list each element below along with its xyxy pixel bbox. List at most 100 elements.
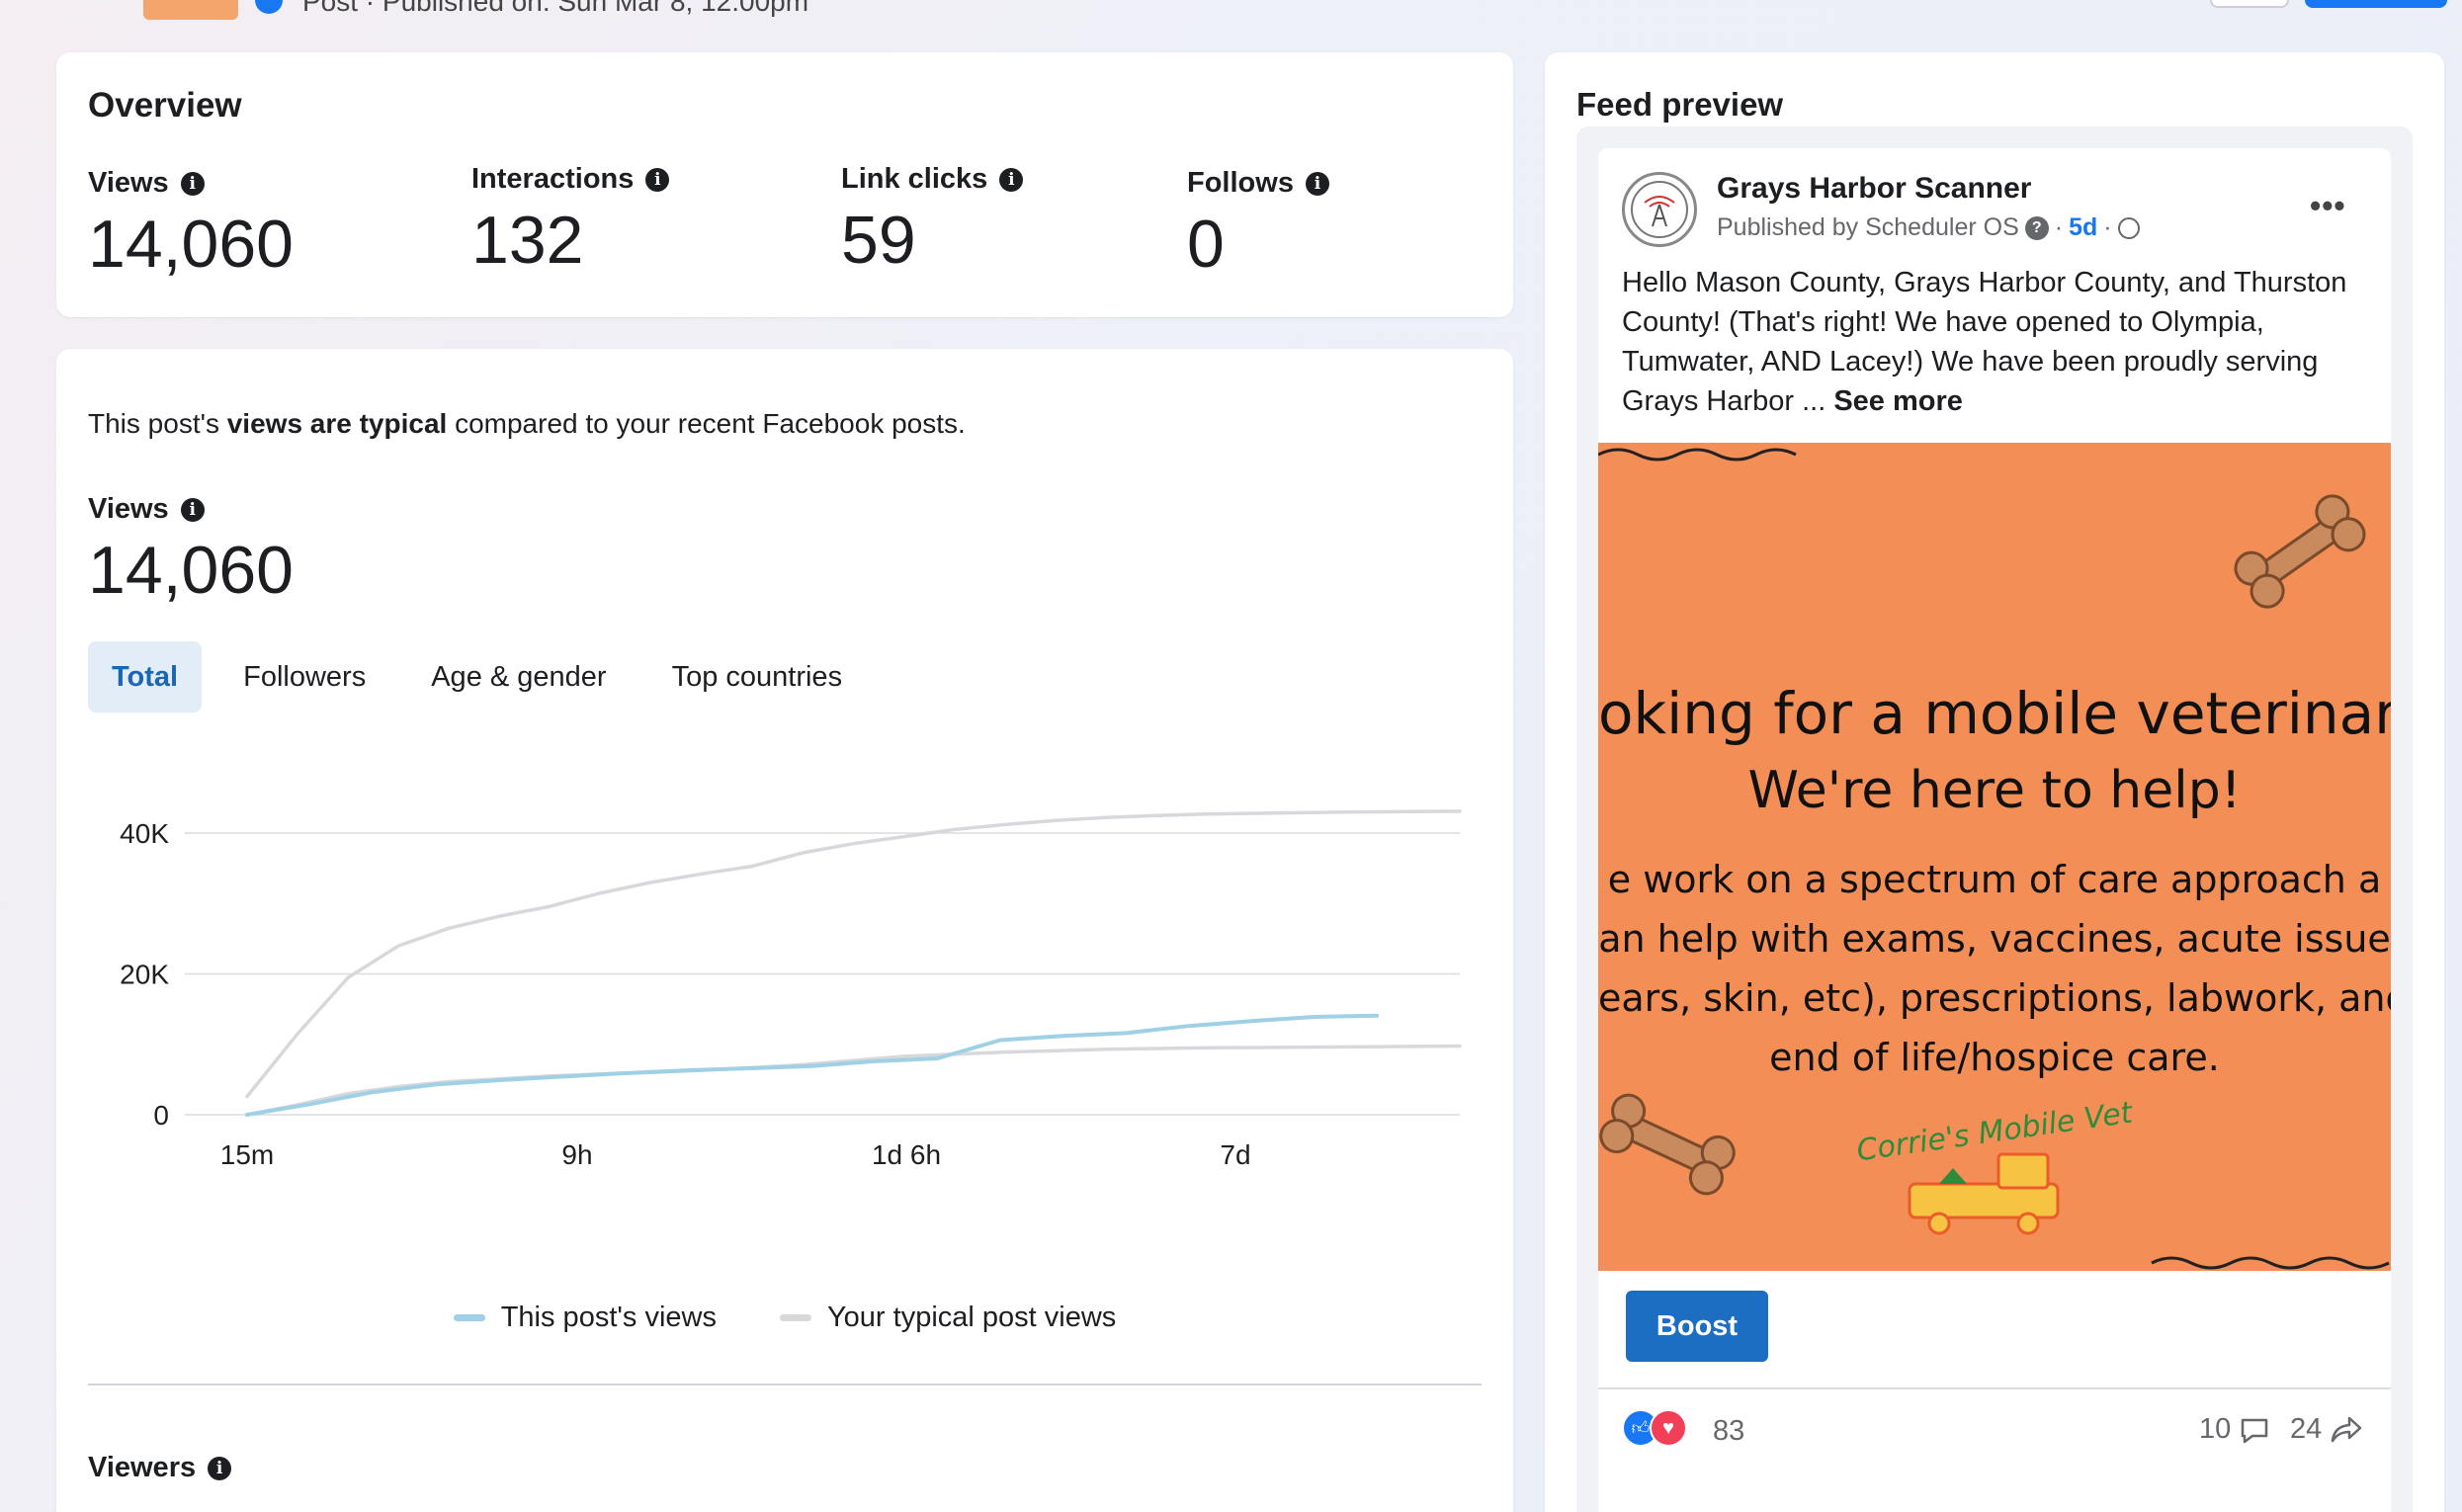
views-summary: This post's views are typical compared t… <box>88 408 966 440</box>
post-image[interactable]: oking for a mobile veterinaria We're her… <box>1598 443 2391 1271</box>
share-count[interactable]: 24 <box>2290 1413 2363 1446</box>
more-options-icon[interactable]: ••• <box>2310 188 2346 223</box>
metric-label: Follows <box>1187 167 1294 199</box>
tab-age-gender[interactable]: Age & gender <box>431 660 607 693</box>
y-tick-label: 0 <box>153 1100 169 1131</box>
boost-button[interactable]: Boost <box>1626 1291 1768 1362</box>
info-icon[interactable]: i <box>180 171 205 196</box>
metric-interactions: Interactions i 132 <box>471 163 670 279</box>
tab-total[interactable]: Total <box>88 641 203 713</box>
viewers-label: Viewers <box>88 1452 197 1483</box>
tab-followers[interactable]: Followers <box>243 660 367 693</box>
facebook-icon <box>255 0 283 14</box>
section-divider <box>88 1384 1482 1386</box>
breakdown-tabs: Total Followers Age & gender Top countri… <box>88 641 884 713</box>
secondary-action-button[interactable] <box>2210 0 2289 8</box>
published-info: Post · Published on: Sun Mar 8, 12:00pm <box>302 0 809 17</box>
overview-title: Overview <box>88 86 242 125</box>
reaction-icons[interactable]: 👍︎ ♥ <box>1622 1409 1687 1447</box>
legend-label: This post's views <box>500 1302 717 1333</box>
series-line-typical[interactable] <box>245 1044 1462 1117</box>
bone-icon <box>1599 1093 1736 1196</box>
separator-dot: · <box>2054 213 2064 241</box>
series-line-this-post[interactable] <box>245 1013 1379 1117</box>
post-preview: Grays Harbor Scanner Published by Schedu… <box>1598 148 2391 1512</box>
truck-icon <box>1908 1152 2060 1235</box>
y-tick-label: 40K <box>120 818 169 849</box>
info-icon[interactable]: i <box>208 1456 232 1480</box>
page-name[interactable]: Grays Harbor Scanner <box>1717 172 2032 205</box>
x-tick-label: 1d 6h <box>872 1139 941 1170</box>
post-body: Hello Mason County, Grays Harbor County,… <box>1622 267 2347 417</box>
image-body-line: end of life/hospice care. <box>1769 1036 2220 1079</box>
post-thumbnail[interactable] <box>143 0 238 20</box>
chart-legend: This post's views Your typical post view… <box>56 1302 1513 1334</box>
feed-preview-card: Feed preview Grays Harbor Scanner Publis… <box>1545 52 2444 1512</box>
views-label: Views <box>88 493 169 525</box>
legend-swatch <box>453 1314 485 1321</box>
bone-icon <box>2234 494 2366 609</box>
image-subheadline: We're here to help! <box>1747 761 2242 820</box>
separator-dot: · <box>2103 213 2112 241</box>
post-age[interactable]: 5d <box>2069 213 2098 241</box>
summary-bold: views are typical <box>226 408 448 439</box>
metric-label: Link clicks <box>841 163 988 195</box>
metric-value: 14,060 <box>88 207 294 282</box>
x-tick-label: 7d <box>1220 1139 1250 1170</box>
published-by: Published by Scheduler OS <box>1717 213 2019 241</box>
page-avatar[interactable] <box>1622 172 1697 247</box>
post-byline: Published by Scheduler OS ? · 5d · <box>1717 213 2140 242</box>
info-icon[interactable]: i <box>180 497 205 522</box>
metric-follows: Follows i 0 <box>1187 167 1329 283</box>
metric-value: 132 <box>471 203 584 278</box>
views-block: Views i 14,060 <box>88 493 294 609</box>
info-icon[interactable]: i <box>999 167 1024 192</box>
comment-count[interactable]: 10 <box>2199 1413 2270 1446</box>
tab-top-countries[interactable]: Top countries <box>671 660 843 693</box>
see-more-link[interactable]: See more <box>1833 385 1963 417</box>
legend-item-typical: Your typical post views <box>779 1302 1117 1334</box>
metric-label: Interactions <box>471 163 635 195</box>
metric-link-clicks: Link clicks i 59 <box>841 163 1024 279</box>
top-bar: Post · Published on: Sun Mar 8, 12:00pm <box>0 0 2462 22</box>
scanner-logo-icon <box>1631 181 1688 238</box>
feed-preview-title: Feed preview <box>1576 86 1784 123</box>
overview-card: Overview Views i 14,060 Interactions i 132… <box>56 52 1513 317</box>
series-line-typical-upper[interactable] <box>245 809 1462 1099</box>
views-line-chart: 40K 20K 0 15m 9h 1d 6h 7d <box>120 809 1462 1170</box>
love-reaction-icon: ♥ <box>1650 1409 1687 1447</box>
post-divider <box>1598 1387 2391 1389</box>
image-body-line: ears, skin, etc), prescriptions, labwork… <box>1598 976 2391 1020</box>
summary-suffix: compared to your recent Facebook posts. <box>447 408 966 439</box>
legend-item-this-post: This post's views <box>453 1302 717 1334</box>
metric-views: Views i 14,060 <box>88 167 294 283</box>
legend-label: Your typical post views <box>826 1302 1117 1333</box>
viewers-block: Viewers i <box>88 1452 232 1484</box>
primary-action-button[interactable] <box>2305 0 2447 8</box>
comment-count-value: 10 <box>2199 1413 2232 1445</box>
share-icon <box>2332 1416 2362 1442</box>
help-icon[interactable]: ? <box>2024 215 2049 240</box>
info-icon[interactable]: i <box>645 167 670 192</box>
info-icon[interactable]: i <box>1305 171 1329 196</box>
views-insights-card: This post's views are typical compared t… <box>56 349 1513 1512</box>
reaction-count[interactable]: 83 <box>1713 1415 1745 1447</box>
share-count-value: 24 <box>2290 1413 2323 1445</box>
legend-swatch <box>779 1314 811 1321</box>
metric-label: Views <box>88 167 169 199</box>
image-body-line: an help with exams, vaccines, acute issu… <box>1598 917 2391 961</box>
post-text: Hello Mason County, Grays Harbor County,… <box>1622 263 2373 421</box>
y-tick-label: 20K <box>120 960 169 990</box>
summary-prefix: This post's <box>88 408 227 439</box>
image-headline: oking for a mobile veterinaria <box>1598 680 2391 747</box>
x-tick-label: 15m <box>220 1139 274 1170</box>
globe-icon <box>2117 216 2140 239</box>
post-preview-frame: Grays Harbor Scanner Published by Schedu… <box>1576 126 2413 1512</box>
image-decorations <box>1598 448 2390 1270</box>
x-tick-label: 9h <box>561 1139 592 1170</box>
image-body-line: e work on a spectrum of care approach a <box>1607 858 2382 901</box>
views-value: 14,060 <box>88 533 294 608</box>
comment-icon <box>2242 1418 2268 1443</box>
metric-value: 0 <box>1187 207 1225 282</box>
metric-value: 59 <box>841 203 916 278</box>
